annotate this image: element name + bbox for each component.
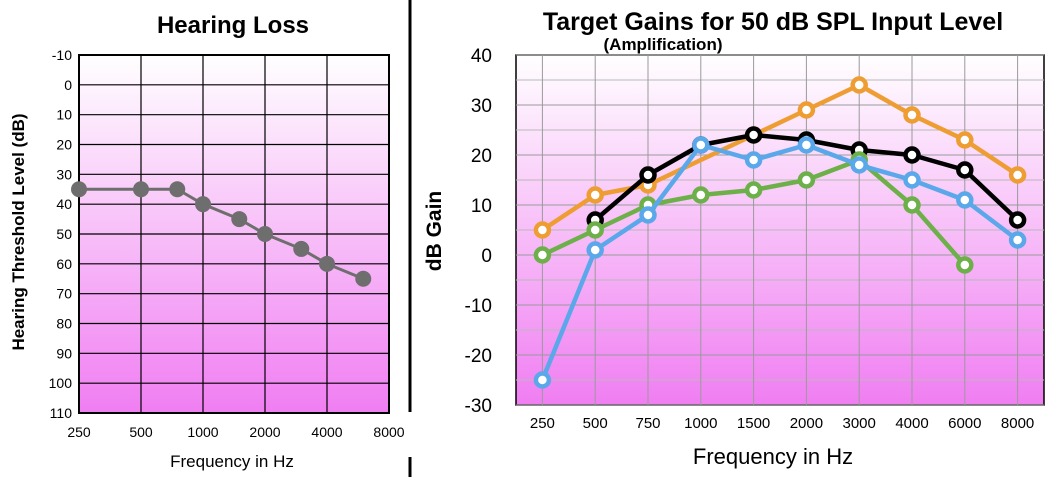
left-data-point xyxy=(71,181,87,198)
left-data-point xyxy=(133,181,149,198)
left-y-tick-label: 10 xyxy=(56,107,72,123)
right-series xyxy=(533,76,1027,389)
right-x-tick-label: 4000 xyxy=(895,415,928,432)
left-y-tick-label: 80 xyxy=(56,316,72,332)
right-x-tick-label: 500 xyxy=(583,415,608,432)
right-y-tick-label: 20 xyxy=(471,146,492,167)
right-data-point xyxy=(533,246,552,264)
right-x-tick-label: 250 xyxy=(530,415,555,432)
right-series-group xyxy=(533,136,1027,389)
left-x-tick-label: 250 xyxy=(67,424,91,440)
left-chart-title: Hearing Loss xyxy=(157,12,309,39)
right-data-point xyxy=(586,241,604,259)
right-data-point xyxy=(956,256,974,274)
right-data-point xyxy=(903,106,921,124)
left-y-tick-label: 0 xyxy=(64,77,72,93)
right-x-tick-label: 750 xyxy=(635,415,660,432)
right-data-point xyxy=(639,206,657,224)
right-series-line xyxy=(540,142,1019,381)
right-data-point xyxy=(744,181,763,199)
right-data-point xyxy=(639,166,657,184)
left-x-tick-label: 500 xyxy=(129,424,153,440)
right-data-point xyxy=(956,161,974,179)
right-data-point xyxy=(1008,166,1027,184)
right-data-point xyxy=(956,191,974,209)
left-data-point xyxy=(169,181,186,198)
left-y-tick-label: 30 xyxy=(56,166,72,182)
right-data-point xyxy=(1008,231,1027,249)
right-data-point xyxy=(692,186,710,204)
left-series xyxy=(71,181,372,287)
left-data-point xyxy=(231,211,248,228)
left-x-tick-labels: 250 500 1000 2000 4000 8000 xyxy=(67,424,404,440)
right-y-tick-label: 10 xyxy=(471,196,492,217)
right-data-point xyxy=(1008,211,1027,229)
right-data-point xyxy=(956,131,974,149)
left-data-point xyxy=(195,196,211,213)
right-data-point xyxy=(850,156,868,174)
left-data-point xyxy=(319,255,335,272)
right-chart-subtitle: (Amplification) xyxy=(604,35,723,54)
left-y-tick-label: 20 xyxy=(56,137,72,153)
right-y-tick-labels: 40 30 20 10 0 -10 -20 -30 xyxy=(465,46,492,417)
right-x-tick-labels: 250 500 750 1000 1500 2000 3000 4000 6000 8000 xyxy=(530,415,1034,432)
right-data-point xyxy=(692,136,710,154)
right-data-point xyxy=(797,171,816,189)
right-data-point xyxy=(744,126,763,144)
right-data-point xyxy=(850,76,868,94)
right-x-tick-label: 8000 xyxy=(1001,415,1034,432)
right-data-point xyxy=(797,101,816,119)
right-y-tick-label: 30 xyxy=(471,96,492,117)
right-data-point xyxy=(903,146,921,164)
left-y-tick-label: 110 xyxy=(50,405,73,421)
left-y-tick-label: 100 xyxy=(49,375,73,391)
left-y-tick-label: 70 xyxy=(56,286,72,302)
left-y-tick-label: -10 xyxy=(52,47,72,63)
target-gains-chart: Target Gains for 50 dB SPL Input Level (… xyxy=(423,8,1045,469)
right-data-point xyxy=(797,136,816,154)
right-x-tick-label: 1500 xyxy=(737,415,770,432)
right-x-axis-label: Frequency in Hz xyxy=(693,444,853,469)
right-data-point xyxy=(744,151,763,169)
right-x-tick-label: 6000 xyxy=(948,415,981,432)
right-x-tick-label: 1000 xyxy=(684,415,717,432)
left-y-tick-label: 90 xyxy=(56,345,72,361)
left-y-axis-label: Hearing Threshold Level (dB) xyxy=(9,113,28,350)
right-data-point xyxy=(586,221,604,239)
right-x-tick-label: 3000 xyxy=(843,415,876,432)
right-data-point xyxy=(586,186,604,204)
right-gridlines xyxy=(516,54,1044,406)
left-x-axis-label: Frequency in Hz xyxy=(170,452,294,471)
left-y-tick-labels: -10 0 10 20 30 40 50 60 70 80 90 100 110 xyxy=(49,47,73,421)
right-data-point xyxy=(903,171,921,189)
right-y-tick-label: 40 xyxy=(471,46,492,67)
left-data-point xyxy=(355,270,372,287)
right-y-tick-label: 0 xyxy=(481,246,492,267)
left-data-point xyxy=(257,226,273,242)
left-x-tick-label: 1000 xyxy=(187,424,218,440)
right-y-tick-label: -30 xyxy=(465,396,492,417)
left-x-tick-label: 4000 xyxy=(311,424,342,440)
right-y-tick-label: -20 xyxy=(465,346,492,367)
right-data-point xyxy=(533,371,552,389)
left-gridlines xyxy=(78,54,390,414)
right-chart-title: Target Gains for 50 dB SPL Input Level xyxy=(543,8,1003,36)
left-y-tick-label: 40 xyxy=(56,196,72,212)
left-y-tick-label: 50 xyxy=(56,226,72,242)
left-x-tick-label: 8000 xyxy=(373,424,404,440)
right-y-axis-label: dB Gain xyxy=(423,191,446,272)
right-data-point xyxy=(903,196,921,214)
right-data-point xyxy=(533,221,552,239)
left-y-tick-label: 60 xyxy=(56,256,72,272)
left-data-point xyxy=(293,240,310,257)
right-x-tick-label: 2000 xyxy=(790,415,823,432)
hearing-loss-chart: Hearing Loss -10 0 10 20 30 40 50 60 70 80 90 100 11… xyxy=(9,12,405,471)
right-y-tick-label: -10 xyxy=(465,296,492,317)
left-x-tick-label: 2000 xyxy=(249,424,280,440)
